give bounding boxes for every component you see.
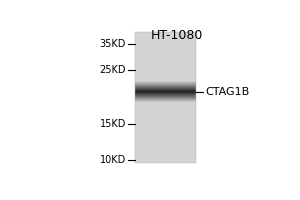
Bar bbox=[135, 83, 196, 84]
Bar bbox=[135, 32, 196, 163]
Text: 10KD: 10KD bbox=[100, 155, 126, 165]
Bar bbox=[135, 99, 196, 100]
Text: 35KD: 35KD bbox=[100, 39, 126, 49]
Text: 25KD: 25KD bbox=[99, 65, 126, 75]
Bar bbox=[135, 98, 196, 99]
Text: 15KD: 15KD bbox=[100, 119, 126, 129]
Text: HT-1080: HT-1080 bbox=[151, 29, 203, 42]
Bar bbox=[135, 86, 196, 87]
Bar bbox=[135, 32, 196, 163]
Bar bbox=[135, 101, 196, 102]
Bar bbox=[135, 90, 196, 91]
Bar bbox=[135, 95, 196, 96]
Bar bbox=[135, 100, 196, 101]
Bar bbox=[135, 96, 196, 97]
Bar bbox=[135, 88, 196, 89]
Bar bbox=[135, 89, 196, 90]
Bar bbox=[135, 102, 196, 103]
Bar bbox=[135, 87, 196, 88]
Bar bbox=[135, 81, 196, 82]
Text: CTAG1B: CTAG1B bbox=[205, 87, 249, 97]
Bar bbox=[135, 94, 196, 95]
Bar bbox=[135, 97, 196, 98]
Bar bbox=[135, 92, 196, 93]
Bar bbox=[135, 82, 196, 83]
Bar bbox=[135, 84, 196, 85]
Bar bbox=[135, 85, 196, 86]
Bar bbox=[135, 93, 196, 94]
Bar bbox=[135, 91, 196, 92]
